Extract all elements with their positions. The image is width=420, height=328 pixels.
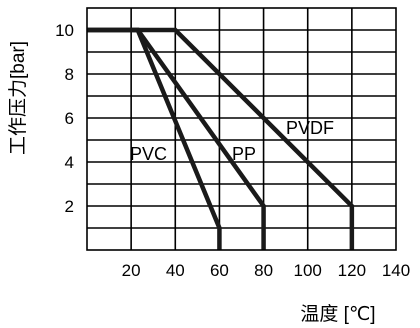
y-axis-title: 工作压力[bar] [7, 41, 29, 155]
plot-frame [86, 7, 397, 251]
x-tick-label: 20 [122, 261, 141, 280]
y-tick-labels: 2 4 6 8 10 [55, 21, 74, 216]
y-tick-label: 2 [65, 197, 74, 216]
x-axis-title: 温度 [℃] [300, 303, 375, 325]
series-label-pvdf: PVDF [286, 118, 334, 138]
series-line-pvdf [87, 27, 355, 250]
series-label-pp: PP [232, 144, 256, 164]
series-labels: PVC PP PVDF [130, 118, 334, 164]
x-tick-labels: 20 40 60 80 100 120 140 [122, 261, 411, 280]
y-tick-label: 4 [65, 153, 74, 172]
series-lines [87, 27, 355, 250]
x-tick-label: 40 [166, 261, 185, 280]
y-tick-label: 6 [65, 109, 74, 128]
x-tick-label: 140 [382, 261, 410, 280]
y-tick-label: 8 [65, 65, 74, 84]
y-tick-label: 10 [55, 21, 74, 40]
x-tick-label: 100 [294, 261, 322, 280]
x-tick-label: 120 [338, 261, 366, 280]
x-tick-label: 80 [254, 261, 273, 280]
series-label-pvc: PVC [130, 144, 167, 164]
x-tick-label: 60 [210, 261, 229, 280]
